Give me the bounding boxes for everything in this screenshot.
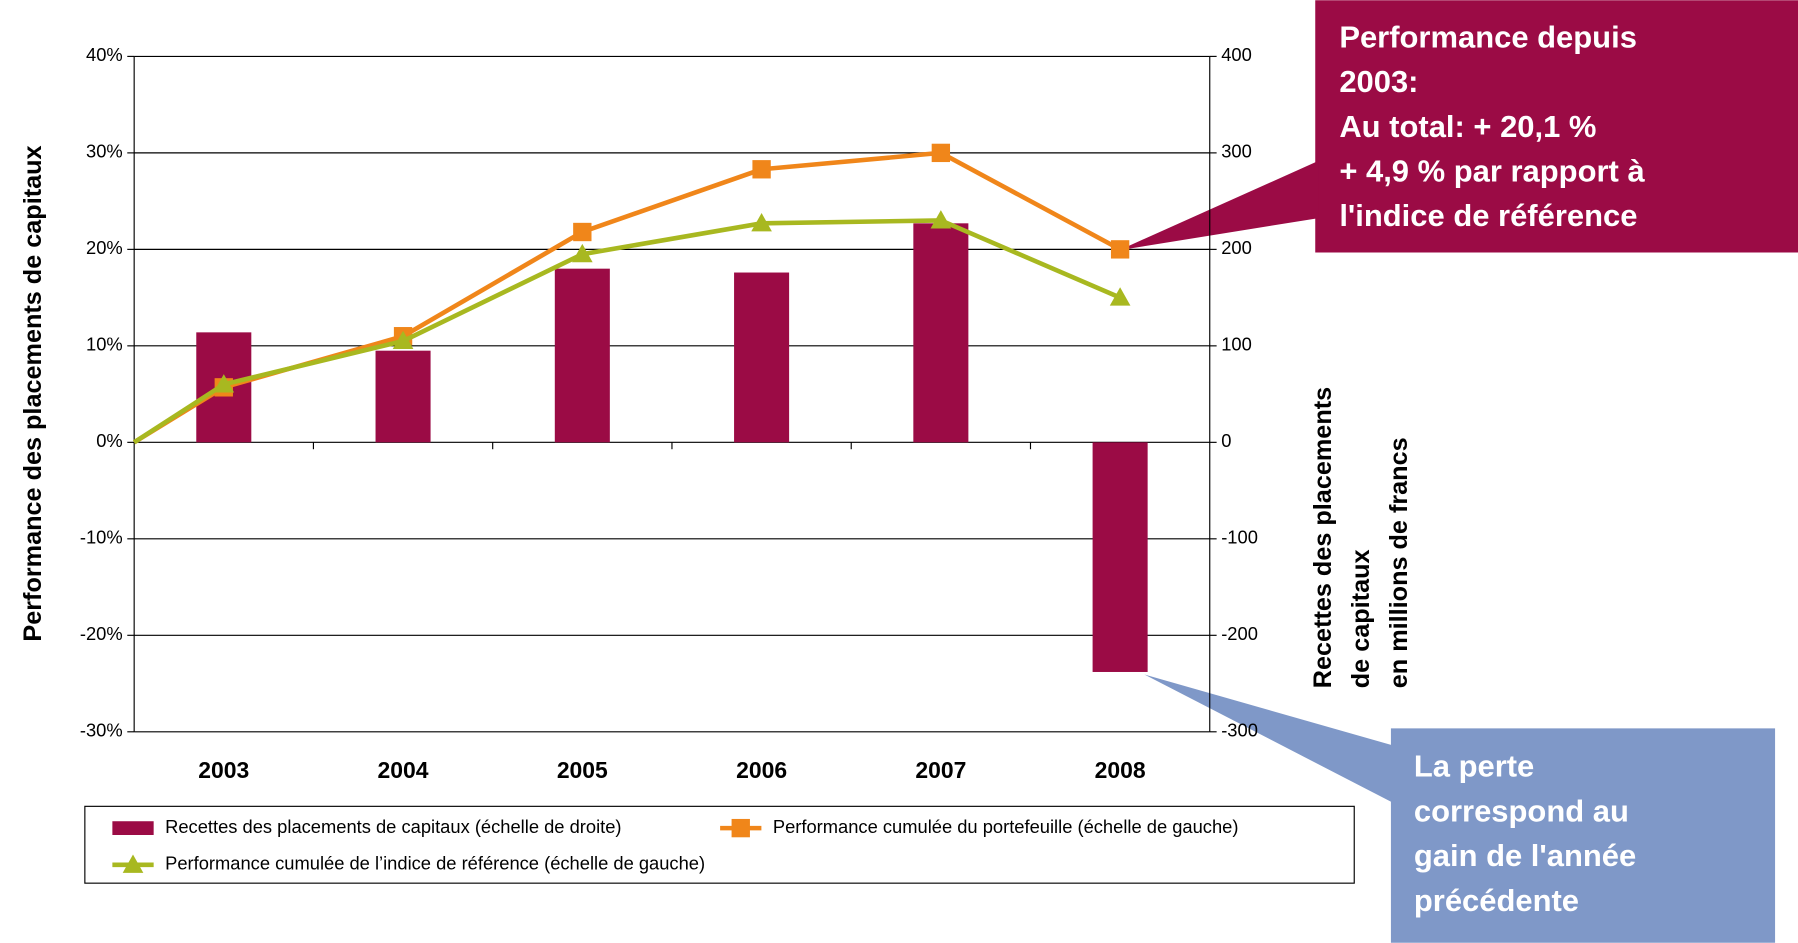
- legend-box: [84, 805, 1355, 884]
- bar: [1092, 442, 1148, 672]
- marker: [752, 160, 771, 179]
- bar: [554, 268, 610, 443]
- marker: [1110, 240, 1130, 259]
- x-tick-label: 2006: [736, 757, 787, 783]
- callout-pointer: [1144, 674, 1394, 803]
- annotation: La perte: [1414, 749, 1534, 784]
- marker: [573, 222, 592, 242]
- line: [132, 218, 1122, 445]
- annotation: Au total: + 20,1 %: [1339, 109, 1596, 144]
- bar: [913, 223, 969, 443]
- y-tick-label: 10%: [86, 334, 123, 355]
- y2-tick-label: 100: [1221, 334, 1252, 355]
- y2-tick-label: -100: [1221, 527, 1258, 548]
- annotation: gain de l'année: [1414, 838, 1636, 873]
- annotation: l'indice de référence: [1339, 198, 1637, 233]
- y2-tick-label: -200: [1221, 623, 1258, 644]
- callout-pointer: [1119, 160, 1319, 251]
- legend-label: Recettes des placements de capitaux (éch…: [165, 816, 621, 837]
- legend-label: Performance cumulée de l’indice de référ…: [165, 853, 705, 874]
- line: [132, 150, 1122, 445]
- y-tick-label: -10%: [80, 527, 123, 548]
- x-tick-label: 2008: [1095, 757, 1146, 783]
- marker: [751, 212, 772, 232]
- y-tick-label: 30%: [86, 141, 123, 162]
- annotation: précédente: [1414, 883, 1579, 918]
- y-tick-label: -30%: [80, 720, 123, 741]
- x-tick-label: 2005: [557, 757, 608, 783]
- marker: [1109, 287, 1131, 306]
- y-tick-label: -20%: [80, 623, 123, 644]
- y2-axis-title: Recettes des placements: [1309, 387, 1337, 688]
- legend-label: Performance cumulée du portefeuille (éch…: [773, 816, 1239, 837]
- y-tick-label: 0%: [96, 430, 123, 451]
- callout-box: [1315, 0, 1798, 253]
- legend-swatch: [112, 821, 154, 835]
- y-tick-label: 40%: [86, 44, 123, 65]
- annotation: Performance depuis: [1339, 19, 1637, 54]
- x-tick-label: 2004: [378, 757, 429, 783]
- callout-box: [1390, 728, 1776, 943]
- y-axis-title: Performance des placements de capitaux: [19, 145, 47, 641]
- y2-axis-title: de capitaux: [1347, 549, 1375, 688]
- bar: [734, 272, 790, 443]
- annotation: + 4,9 % par rapport à: [1339, 154, 1645, 189]
- bar: [375, 350, 431, 443]
- marker: [122, 854, 144, 873]
- y2-tick-label: 300: [1221, 141, 1252, 162]
- marker: [731, 818, 750, 838]
- y2-tick-label: -300: [1221, 720, 1258, 741]
- marker: [392, 330, 414, 350]
- y2-tick-label: 0: [1221, 430, 1231, 451]
- x-tick-label: 2007: [915, 757, 966, 783]
- marker: [930, 210, 952, 229]
- marker: [213, 374, 235, 393]
- marker: [931, 143, 951, 163]
- y2-axis-title: en millions de francs: [1385, 437, 1413, 688]
- y2-tick-label: 200: [1221, 237, 1252, 258]
- marker: [572, 243, 593, 263]
- annotation: correspond au: [1414, 793, 1629, 828]
- y2-tick-label: 400: [1221, 44, 1252, 65]
- x-tick-label: 2003: [198, 757, 249, 783]
- y-tick-label: 20%: [86, 237, 123, 258]
- annotation: 2003:: [1339, 64, 1418, 99]
